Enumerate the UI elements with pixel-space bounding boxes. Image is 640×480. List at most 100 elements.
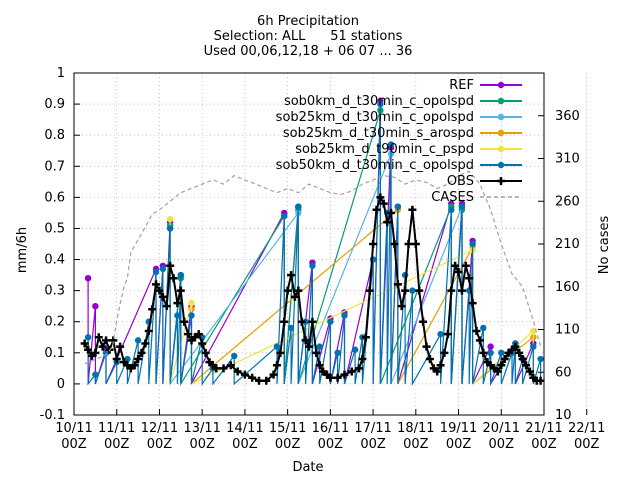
obs-marker xyxy=(347,367,356,376)
obs-marker xyxy=(401,286,410,295)
x-tick-date-label: 15/11 xyxy=(269,421,306,436)
legend-label: REF xyxy=(449,78,474,93)
x-tick-date-label: 22/11 xyxy=(568,421,605,436)
obs-marker xyxy=(465,274,474,283)
obs-marker xyxy=(137,348,146,357)
series-point-sob50km-d-t30min-c-opolspd xyxy=(469,240,476,248)
obs-marker xyxy=(283,286,292,295)
y2-tick-label: 360 xyxy=(555,109,580,124)
obs-marker xyxy=(94,333,103,342)
obs-marker xyxy=(397,302,406,311)
obs-marker xyxy=(425,355,434,364)
obs-marker xyxy=(308,317,317,326)
obs-marker xyxy=(148,305,157,314)
series-point-sob50km-d-t30min-c-opolspd xyxy=(351,346,359,353)
obs-marker xyxy=(536,376,545,385)
obs-marker xyxy=(315,361,324,370)
series-point-sob50km-d-t30min-c-opolspd xyxy=(448,206,455,213)
y-tick-label: 0 xyxy=(57,377,65,392)
obs-marker xyxy=(365,286,374,295)
x-axis-label: Date xyxy=(292,460,323,475)
y-tick-label: 0.7 xyxy=(44,159,65,174)
obs-marker xyxy=(333,373,342,382)
obs-marker xyxy=(354,364,363,373)
series-point-sob50km-d-t30min-c-opolspd xyxy=(327,318,334,325)
series-point-sob50km-d-t30min-c-opolspd xyxy=(166,225,174,232)
series-point-sob50km-d-t30min-c-opolspd xyxy=(84,334,92,341)
series-point-ref xyxy=(84,275,92,282)
series-point-sob50km-d-t30min-c-opolspd xyxy=(124,355,131,363)
series-point-sob50km-d-t30min-c-opolspd xyxy=(537,355,544,363)
obs-marker xyxy=(440,348,449,357)
x-tick-date-label: 13/11 xyxy=(183,421,220,436)
obs-marker xyxy=(433,367,442,376)
series-point-sob50km-d-t30min-c-opolspd xyxy=(188,312,195,319)
series-point-sob50km-d-t30min-c-opolspd xyxy=(159,265,167,273)
obs-marker xyxy=(162,302,171,311)
legend-label: sob50km_d_t30min_c_opolspd xyxy=(276,158,474,173)
obs-marker xyxy=(497,361,506,370)
obs-marker xyxy=(461,261,470,270)
obs-marker xyxy=(201,348,210,357)
obs-marker xyxy=(443,330,452,339)
obs-marker xyxy=(305,342,313,351)
series-point-sob50km-d-t30min-c-opolspd xyxy=(341,312,348,319)
obs-marker xyxy=(294,286,303,295)
legend-label: sob25km_d_t30min_c_opolspd xyxy=(276,110,474,125)
y-axis-label: mm/6h xyxy=(15,227,30,273)
x-tick-hour-label: 00Z xyxy=(403,437,429,452)
y-tick-label: 0.5 xyxy=(44,221,65,236)
obs-marker xyxy=(272,361,281,370)
series-point-sob50km-d-t30min-c-opolspd xyxy=(316,343,323,350)
series-point-sob50km-d-t30min-c-opolspd xyxy=(287,324,295,332)
series-point-sob50km-d-t30min-c-opolspd xyxy=(309,262,316,269)
x-tick-hour-label: 00Z xyxy=(104,437,130,452)
obs-marker xyxy=(176,286,185,295)
series-point-ref xyxy=(92,302,99,310)
obs-marker xyxy=(169,274,178,283)
series-point-sob50km-d-t30min-c-opolspd xyxy=(102,349,110,357)
series-point-sob50km-d-t30min-c-opolspd xyxy=(177,271,185,279)
legend-swatch-marker xyxy=(497,113,505,121)
y-tick-label: 0.1 xyxy=(44,346,65,361)
obs-marker xyxy=(408,205,417,214)
obs-marker xyxy=(91,348,100,357)
y-tick-label: 1 xyxy=(57,66,65,81)
obs-marker xyxy=(390,240,399,248)
x-tick-date-label: 16/11 xyxy=(312,421,349,436)
y2-axis-label: No cases xyxy=(597,216,612,275)
obs-marker xyxy=(262,376,271,385)
chart-subtitle-selection: Selection: ALL 51 stations xyxy=(214,29,403,44)
obs-marker xyxy=(102,336,111,345)
x-tick-hour-label: 00Z xyxy=(318,437,344,452)
y2-tick-label: 260 xyxy=(555,194,580,209)
x-tick-hour-label: 00Z xyxy=(574,437,600,452)
obs-marker xyxy=(518,355,527,364)
y2-tick-label: 10 xyxy=(555,408,572,423)
series-line-sob25km-d-t90min-c-pspd xyxy=(169,219,534,386)
obs-marker xyxy=(158,292,167,301)
obs-marker xyxy=(184,330,193,339)
series-point-sob25km-d-t90min-c-pspd xyxy=(530,327,537,335)
obs-marker xyxy=(404,240,413,248)
obs-marker xyxy=(451,261,460,270)
x-tick-hour-label: 00Z xyxy=(61,437,87,452)
obs-marker xyxy=(141,339,150,348)
y-tick-label: 0.4 xyxy=(44,253,65,268)
chart-subtitle-used: Used 00,06,12,18 + 06 07 ... 36 xyxy=(204,44,413,59)
obs-marker xyxy=(457,286,466,295)
y-tick-label: 0.2 xyxy=(44,315,65,330)
x-tick-date-label: 14/11 xyxy=(226,421,263,436)
legend-label: sob0km_d_t30min_c_opolspd xyxy=(284,94,474,109)
series-point-sob50km-d-t30min-c-opolspd xyxy=(458,203,466,210)
series-point-ref xyxy=(487,343,494,350)
series-point-sob50km-d-t30min-c-opolspd xyxy=(281,212,288,220)
obs-marker xyxy=(240,370,249,379)
obs-marker xyxy=(525,367,534,376)
obs-marker xyxy=(493,367,502,376)
obs-marker xyxy=(212,364,221,373)
y2-tick-label: 210 xyxy=(555,237,580,252)
series-point-sob50km-d-t30min-c-opolspd xyxy=(480,324,487,332)
